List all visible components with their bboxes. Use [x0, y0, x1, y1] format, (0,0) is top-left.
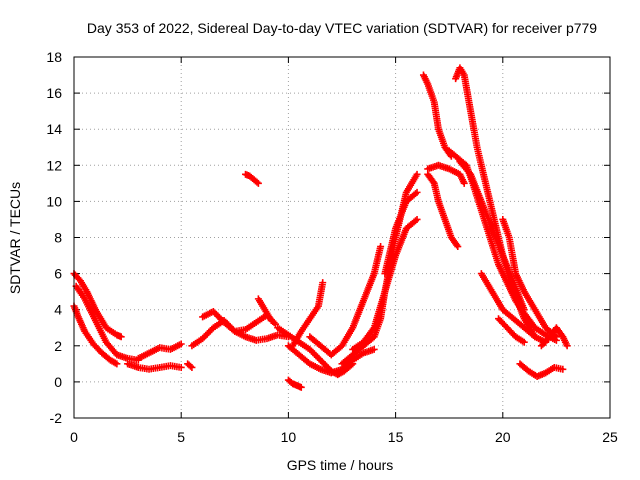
- data-point: [454, 243, 462, 251]
- series-sat-u: [424, 161, 468, 187]
- series-sat-h: [199, 308, 280, 335]
- series-sat-c: [72, 282, 142, 364]
- data-point: [267, 317, 275, 325]
- tick-labels: 0 5 10 15 20 25 -2 0 2 4 6 8 10 12 14 16 18: [46, 49, 618, 445]
- series-sat-z: [495, 315, 528, 346]
- data-marks: [70, 64, 571, 391]
- chart-title: Day 353 of 2022, Sidereal Day-to-day VTE…: [87, 20, 597, 36]
- data-point: [429, 178, 437, 186]
- series-sat-x: [456, 158, 528, 314]
- series-sat-o: [306, 243, 385, 359]
- y-tick-label: 16: [46, 85, 62, 101]
- x-tick-label: 25: [602, 429, 618, 445]
- data-point: [113, 360, 121, 368]
- data-point: [370, 345, 378, 353]
- data-point: [117, 333, 125, 341]
- series-sat-ac: [537, 324, 571, 350]
- data-point: [319, 279, 327, 287]
- y-tick-label: 0: [54, 374, 62, 390]
- x-tick-label: 15: [388, 429, 404, 445]
- data-point: [412, 217, 420, 225]
- series-sat-f: [184, 360, 196, 371]
- data-point: [520, 338, 528, 346]
- series-sat-n: [289, 279, 327, 350]
- y-axis-label: SDTVAR / TECUs: [7, 182, 23, 294]
- data-point: [377, 243, 385, 251]
- y-tick-label: -2: [50, 410, 63, 426]
- series-sat-b: [70, 302, 121, 368]
- data-point: [413, 215, 421, 223]
- data-point: [272, 320, 280, 328]
- data-point: [177, 340, 185, 348]
- y-tick-label: 4: [54, 302, 62, 318]
- x-tick-label: 20: [495, 429, 511, 445]
- x-axis-label: GPS time / hours: [287, 457, 394, 473]
- y-tick-label: 14: [46, 121, 62, 137]
- data-point: [188, 363, 196, 371]
- series-sat-t: [424, 170, 462, 251]
- y-tick-label: 2: [54, 338, 62, 354]
- y-tick-label: 12: [46, 157, 62, 173]
- x-tick-label: 5: [177, 429, 185, 445]
- data-point: [563, 342, 571, 350]
- y-tick-label: 10: [46, 193, 62, 209]
- x-tick-label: 0: [70, 429, 78, 445]
- series-sat-a: [70, 270, 125, 341]
- series-sat-i: [242, 170, 262, 187]
- y-tick-label: 8: [54, 230, 62, 246]
- series-sat-m: [284, 342, 378, 377]
- data-point: [297, 383, 305, 391]
- series-sat-q: [349, 215, 421, 353]
- plot-frame: [73, 56, 611, 419]
- data-point: [413, 170, 421, 178]
- data-point: [254, 179, 262, 187]
- data-point: [453, 241, 461, 249]
- data-point: [520, 306, 528, 314]
- data-point: [413, 188, 421, 196]
- data-point: [177, 363, 185, 371]
- data-point: [559, 365, 567, 373]
- data-point: [552, 333, 560, 341]
- data-point: [186, 362, 194, 370]
- data-point: [412, 190, 420, 198]
- data-point: [460, 179, 468, 187]
- series-sat-e: [134, 340, 185, 362]
- series-sat-s: [419, 71, 455, 160]
- series-sat-r: [381, 188, 421, 278]
- y-tick-label: 18: [46, 49, 62, 65]
- series-sat-k: [284, 376, 305, 391]
- y-tick-label: 6: [54, 266, 62, 282]
- x-tick-label: 10: [281, 429, 297, 445]
- series-sat-d: [124, 360, 185, 373]
- data-point: [253, 178, 261, 186]
- series-sat-j: [254, 295, 275, 325]
- series-sat-ab: [516, 360, 567, 380]
